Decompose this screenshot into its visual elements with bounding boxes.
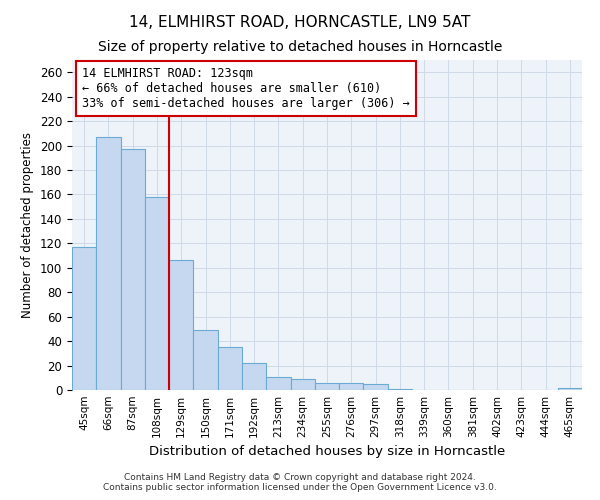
Bar <box>290 379 315 390</box>
Bar <box>96 137 121 390</box>
X-axis label: Distribution of detached houses by size in Horncastle: Distribution of detached houses by size … <box>149 446 505 458</box>
Bar <box>315 382 339 390</box>
Bar <box>193 330 218 390</box>
Bar <box>242 363 266 390</box>
Bar <box>266 376 290 390</box>
Bar <box>388 389 412 390</box>
Bar <box>145 197 169 390</box>
Bar <box>121 149 145 390</box>
Bar <box>72 247 96 390</box>
Y-axis label: Number of detached properties: Number of detached properties <box>22 132 34 318</box>
Text: 14, ELMHIRST ROAD, HORNCASTLE, LN9 5AT: 14, ELMHIRST ROAD, HORNCASTLE, LN9 5AT <box>130 15 470 30</box>
Text: 14 ELMHIRST ROAD: 123sqm
← 66% of detached houses are smaller (610)
33% of semi-: 14 ELMHIRST ROAD: 123sqm ← 66% of detach… <box>82 66 410 110</box>
Bar <box>364 384 388 390</box>
Text: Contains HM Land Registry data © Crown copyright and database right 2024.
Contai: Contains HM Land Registry data © Crown c… <box>103 473 497 492</box>
Bar <box>169 260 193 390</box>
Text: Size of property relative to detached houses in Horncastle: Size of property relative to detached ho… <box>98 40 502 54</box>
Bar <box>558 388 582 390</box>
Bar <box>339 382 364 390</box>
Bar <box>218 347 242 390</box>
